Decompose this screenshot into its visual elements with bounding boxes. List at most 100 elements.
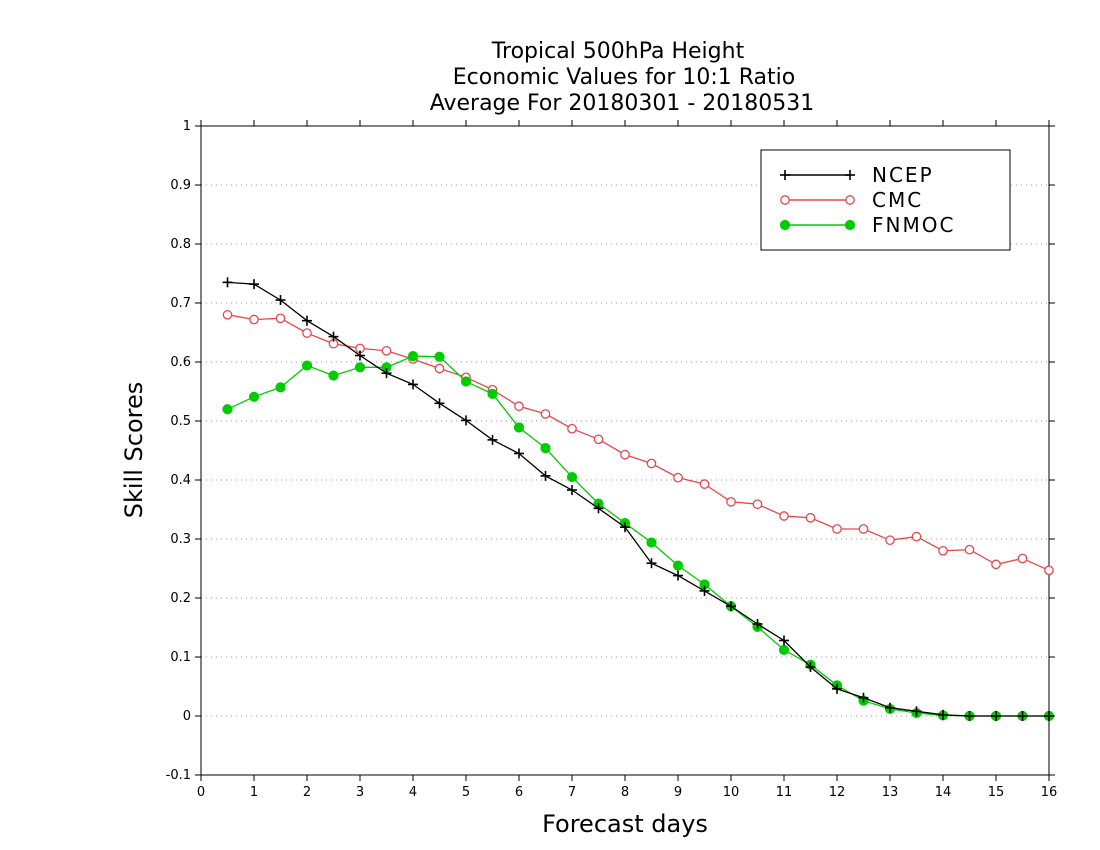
series-cmc — [222, 309, 1054, 576]
legend-entry-cmc: CMC — [780, 188, 921, 212]
ncep-point — [1044, 711, 1054, 721]
ncep-point — [858, 692, 869, 703]
chart-title: Tropical 500hPa Height Economic Values f… — [430, 39, 815, 116]
x-tick-label: 6 — [515, 785, 523, 800]
series-ncep — [222, 277, 1054, 721]
ncep-point — [646, 558, 657, 569]
ncep-point — [593, 503, 604, 514]
legend-marker-ncep-end — [845, 170, 855, 180]
series-ncep-line — [227, 281, 1049, 717]
x-tick-label: 0 — [197, 785, 205, 800]
legend-marker-ncep-start — [780, 170, 790, 180]
y-tick-label: 0.8 — [170, 237, 191, 252]
ncep-point — [964, 711, 975, 721]
x-tick-label: 4 — [409, 785, 417, 800]
ncep-point — [752, 618, 763, 629]
cmc-point — [673, 472, 683, 483]
cmc-point — [1017, 553, 1028, 564]
y-tick-label: 0.6 — [170, 355, 191, 370]
cmc-point — [752, 499, 763, 510]
fnmoc-point — [460, 376, 472, 387]
ncep-point — [222, 277, 233, 288]
cmc-point — [620, 449, 630, 460]
fnmoc-point — [513, 422, 525, 433]
y-tick-label: 0.2 — [170, 591, 191, 606]
fnmoc-point — [275, 382, 286, 393]
fnmoc-point — [301, 360, 313, 371]
legend-marker-cmc-end — [845, 195, 855, 205]
ncep-point — [938, 709, 948, 720]
cmc-point — [805, 512, 816, 523]
y-tick-label: 0.4 — [170, 473, 191, 488]
cmc-point — [858, 524, 869, 534]
ncep-point — [381, 368, 392, 379]
title-line-2: Economic Values for 10:1 Ratio — [453, 65, 795, 90]
ncep-point — [779, 635, 789, 646]
y-tick-label: 0.7 — [170, 296, 191, 311]
cmc-point — [275, 313, 286, 324]
ncep-point — [328, 331, 339, 342]
x-tick-label: 14 — [935, 785, 952, 800]
cmc-point — [779, 511, 789, 521]
fnmoc-point — [646, 537, 657, 548]
cmc-point — [381, 345, 392, 356]
legend-entry-fnmoc: FNMOC — [779, 213, 953, 237]
ncep-point — [991, 711, 1001, 721]
cmc-point — [302, 328, 312, 338]
cmc-point — [699, 479, 710, 489]
x-tick-label: 1 — [250, 785, 258, 800]
cmc-point — [593, 434, 604, 445]
data-series — [222, 277, 1055, 722]
legend-entry-ncep: NCEP — [780, 163, 934, 187]
ncep-point — [514, 448, 524, 459]
ncep-point — [726, 601, 736, 612]
x-tick-label: 9 — [674, 785, 682, 800]
cmc-point — [964, 544, 975, 555]
x-tick-label: 15 — [988, 785, 1005, 800]
ncep-point — [434, 398, 445, 409]
cmc-point — [938, 545, 948, 556]
title-line-1: Tropical 500hPa Height — [491, 39, 745, 64]
y-tick-label: 1 — [183, 119, 191, 134]
axis-ticks: -0.100.10.20.30.40.50.60.70.80.910 1 2 3 4 5 6… — [166, 119, 1058, 800]
x-tick-label: 10 — [723, 785, 740, 800]
x-tick-label: 2 — [303, 785, 311, 800]
legend-label-ncep: NCEP — [872, 163, 934, 187]
ncep-point — [302, 315, 312, 326]
ncep-point — [408, 379, 418, 390]
cmc-point — [434, 363, 445, 374]
y-tick-label: 0.3 — [170, 532, 191, 547]
ncep-point — [911, 706, 922, 717]
cmc-point — [540, 409, 551, 419]
fnmoc-point — [566, 471, 578, 483]
ncep-point — [487, 434, 498, 445]
x-axis-label: Forecast days — [542, 810, 708, 838]
ncep-point — [673, 570, 683, 581]
y-tick-label: -0.1 — [166, 768, 191, 783]
series-fnmoc-line — [227, 355, 1049, 717]
y-axis-label: Skill Scores — [120, 382, 148, 519]
ncep-point — [805, 662, 816, 673]
ncep-point — [567, 485, 577, 496]
fnmoc-point — [778, 644, 790, 656]
series-fnmoc — [222, 351, 1055, 722]
fnmoc-point — [328, 370, 339, 381]
ncep-point — [620, 522, 630, 533]
fnmoc-point — [672, 560, 684, 571]
fnmoc-point — [248, 391, 260, 402]
ncep-point — [832, 683, 842, 694]
fnmoc-point — [434, 351, 445, 362]
cmc-point — [249, 314, 259, 325]
x-tick-label: 8 — [621, 785, 629, 800]
legend-marker-cmc-start — [780, 195, 790, 205]
ncep-point — [275, 295, 286, 306]
cmc-point — [885, 535, 895, 546]
ncep-point — [249, 279, 259, 290]
cmc-point — [1044, 565, 1054, 576]
ncep-point — [461, 415, 471, 426]
x-tick-label: 16 — [1041, 785, 1058, 800]
cmc-point — [832, 524, 842, 534]
fnmoc-point — [540, 443, 551, 454]
